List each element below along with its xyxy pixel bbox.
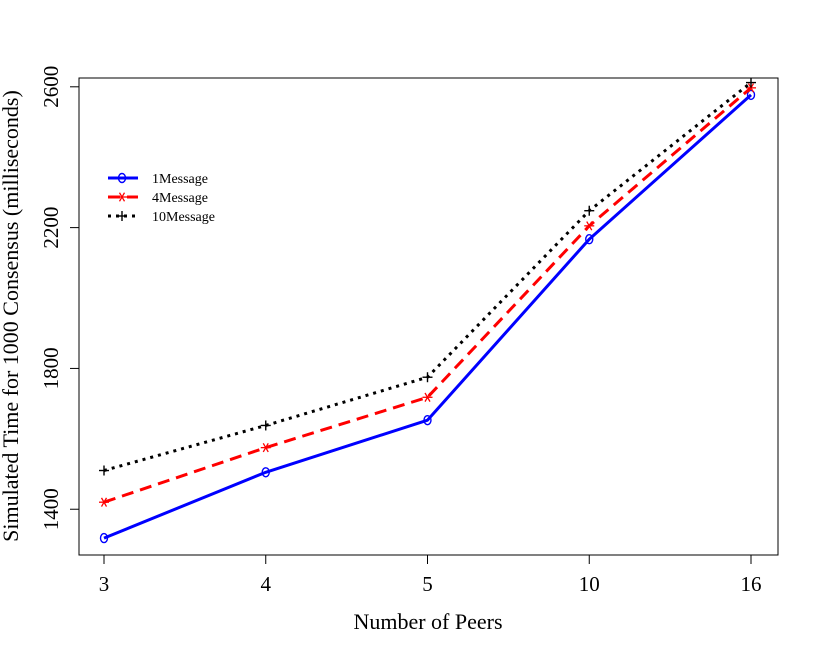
data-point (117, 211, 127, 221)
data-point (117, 172, 127, 184)
series-line (103, 93, 752, 540)
data-point (423, 414, 432, 426)
y-axis-label: Simulated Time for 1000 Consensus (milli… (0, 90, 23, 542)
data-point (585, 234, 594, 245)
legend-item: 1Message (108, 172, 208, 187)
data-point (746, 89, 756, 101)
legend-item: 10Message (108, 210, 215, 225)
data-point (422, 372, 433, 383)
data-point (99, 465, 109, 476)
series-line (103, 86, 752, 504)
data-point (422, 392, 433, 402)
data-point (746, 77, 756, 88)
x-tick-label: 10 (579, 572, 600, 596)
y-tick-label: 2200 (39, 207, 63, 249)
data-point (584, 221, 595, 231)
x-tick-label: 16 (741, 572, 762, 596)
data-point (261, 467, 270, 478)
plot-frame (78, 77, 779, 556)
x-axis-label: Number of Peers (353, 609, 502, 634)
series-line (103, 81, 752, 472)
data-point (584, 205, 595, 216)
data-point (117, 192, 127, 202)
legend-label: 4Message (152, 191, 208, 206)
legend-item: 4Message (108, 191, 208, 206)
y-tick-label: 1400 (39, 488, 63, 530)
data-point (99, 497, 109, 507)
data-point (746, 83, 756, 93)
x-tick-label: 5 (422, 572, 433, 596)
x-tick-label: 3 (99, 572, 110, 596)
series-1Message (99, 89, 756, 544)
data-point (260, 442, 271, 453)
x-tick-label: 4 (261, 572, 272, 596)
legend-label: 10Message (152, 210, 215, 225)
legend-label: 1Message (152, 172, 208, 187)
data-point (260, 420, 271, 431)
legend: 1Message 4Message 10Message (108, 172, 215, 225)
series-4Message (99, 83, 756, 507)
y-tick-label: 2600 (39, 66, 63, 108)
series-layer (99, 77, 756, 544)
y-axis: 1400 1800 2200 2600 (39, 66, 79, 530)
x-axis: 3 4 5 10 16 (99, 555, 762, 596)
y-tick-label: 1800 (39, 347, 63, 389)
series-10Message (99, 77, 756, 476)
data-point (99, 532, 109, 544)
